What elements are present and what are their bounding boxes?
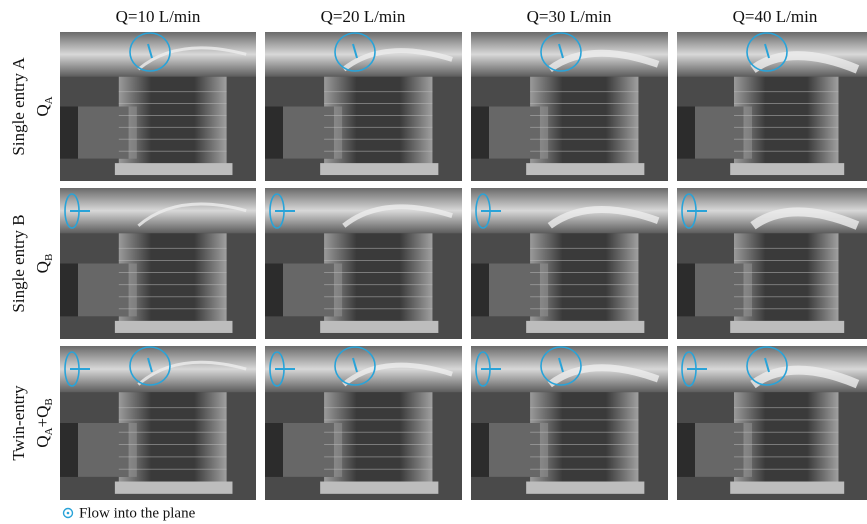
figure: Q=10 L/min Q=20 L/min Q=30 L/min Q=40 L/min… bbox=[0, 0, 867, 524]
base-ring bbox=[320, 482, 438, 494]
base-ring bbox=[730, 482, 844, 494]
photo bbox=[471, 32, 668, 181]
row-label: Single entry B bbox=[9, 214, 28, 312]
row-label-formula: QA bbox=[33, 96, 55, 116]
photo bbox=[265, 188, 462, 339]
formula-base: Q bbox=[33, 104, 52, 116]
formula-base: Q bbox=[33, 261, 52, 273]
legend: Flow into the plane bbox=[64, 505, 196, 521]
photo bbox=[471, 188, 668, 339]
base-ring bbox=[115, 321, 233, 333]
photo bbox=[265, 346, 462, 500]
formula-sub: A bbox=[43, 427, 55, 435]
photo bbox=[471, 346, 668, 500]
photo bbox=[60, 32, 256, 181]
base-ring bbox=[115, 163, 233, 175]
row-label-formula: QA+QB bbox=[33, 398, 55, 447]
base-ring bbox=[526, 163, 644, 175]
formula-sub: A bbox=[43, 96, 55, 104]
column-header: Q=10 L/min bbox=[116, 7, 201, 26]
base-ring bbox=[115, 482, 233, 494]
formula-sub: B bbox=[43, 254, 55, 261]
formula-base: Q bbox=[33, 435, 52, 447]
column-header: Q=20 L/min bbox=[321, 7, 406, 26]
legend-symbol-dot bbox=[67, 512, 70, 515]
row-label-formula: QB bbox=[33, 254, 55, 274]
legend-text: Flow into the plane bbox=[79, 505, 196, 521]
row-label: Twin-entry bbox=[9, 385, 28, 461]
photo bbox=[677, 346, 867, 500]
row-label: Single entry A bbox=[9, 57, 28, 156]
base-ring bbox=[730, 321, 844, 333]
column-header: Q=30 L/min bbox=[527, 7, 612, 26]
base-ring bbox=[730, 163, 844, 175]
photo bbox=[60, 188, 256, 339]
photo bbox=[60, 346, 256, 500]
base-ring bbox=[526, 321, 644, 333]
base-ring bbox=[320, 163, 438, 175]
photo-grid bbox=[60, 32, 867, 500]
base-ring bbox=[320, 321, 438, 333]
base-ring bbox=[526, 482, 644, 494]
column-header: Q=40 L/min bbox=[733, 7, 818, 26]
photo bbox=[677, 32, 867, 181]
photo bbox=[677, 188, 867, 339]
formula-sub: B bbox=[43, 398, 55, 405]
photo bbox=[265, 32, 462, 181]
formula-base: +Q bbox=[33, 406, 52, 428]
